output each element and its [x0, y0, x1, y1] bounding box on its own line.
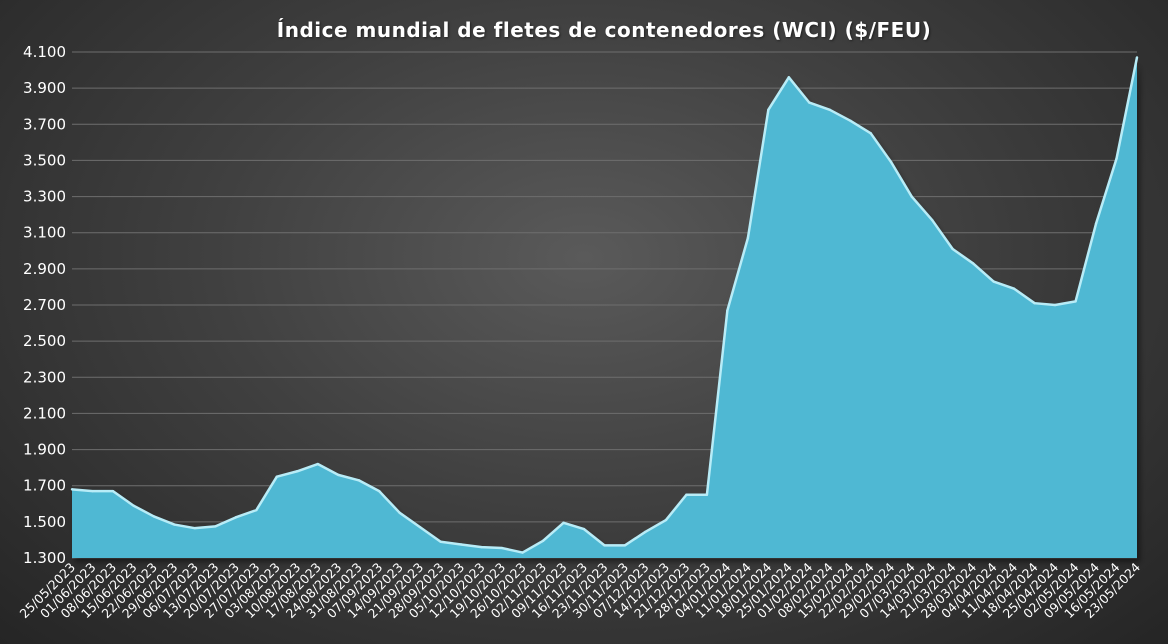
- data-point: [910, 195, 913, 198]
- data-point: [111, 489, 115, 493]
- data-point: [787, 76, 791, 79]
- data-point: [91, 489, 94, 493]
- y-tick-label: 1.700: [23, 477, 66, 495]
- data-point: [275, 475, 279, 478]
- chart-title: Índice mundial de fletes de contenedores…: [276, 18, 932, 42]
- y-axis-tick-labels: 1.300 1.500 1.700 1.900 2.100 2.300 2.500 2.700…: [23, 43, 66, 567]
- y-tick-label: 1.300: [23, 549, 66, 567]
- data-point: [418, 526, 422, 529]
- y-tick-label: 2.500: [23, 332, 66, 350]
- data-point: [664, 518, 668, 522]
- y-tick-label: 3.900: [23, 79, 66, 97]
- grid-lines: [72, 51, 1137, 559]
- data-point: [1135, 56, 1139, 59]
- data-point: [808, 101, 811, 104]
- y-tick-label: 2.900: [23, 260, 66, 278]
- data-point: [214, 525, 217, 528]
- data-point: [828, 108, 831, 112]
- data-point: [644, 530, 647, 533]
- data-point: [70, 488, 74, 491]
- y-tick-label: 2.100: [23, 404, 66, 422]
- data-point: [767, 108, 770, 112]
- data-point: [951, 247, 954, 251]
- y-tick-label: 3.300: [23, 188, 66, 206]
- data-point: [521, 551, 524, 554]
- data-point: [173, 523, 176, 526]
- y-tick-label: 3.700: [23, 115, 66, 133]
- y-tick-label: 4.100: [23, 43, 66, 61]
- data-point: [746, 236, 750, 240]
- data-point: [603, 544, 606, 547]
- data-point: [992, 280, 995, 283]
- y-tick-label: 1.900: [23, 441, 66, 459]
- data-point: [1033, 301, 1036, 305]
- y-tick-label: 1.500: [23, 513, 66, 531]
- data-point: [1115, 157, 1118, 160]
- data-point: [890, 161, 893, 164]
- area-series: [70, 56, 1139, 559]
- data-point: [971, 262, 975, 265]
- data-point: [132, 504, 135, 507]
- data-point: [726, 309, 729, 312]
- data-point: [152, 515, 156, 518]
- data-point: [255, 508, 258, 512]
- data-point: [705, 493, 709, 496]
- data-point: [234, 516, 238, 519]
- y-tick-label: 2.700: [23, 296, 66, 314]
- data-point: [623, 544, 627, 547]
- data-point: [459, 543, 463, 546]
- data-point: [562, 521, 565, 524]
- data-point: [1053, 303, 1057, 307]
- data-point: [398, 511, 401, 515]
- data-point: [582, 527, 586, 531]
- y-tick-label: 2.300: [23, 368, 66, 386]
- data-point: [337, 473, 340, 477]
- data-point: [357, 479, 360, 482]
- data-point: [378, 489, 381, 493]
- data-point: [296, 470, 299, 473]
- data-point: [500, 546, 504, 550]
- data-point: [1012, 287, 1016, 290]
- x-axis-tick-labels: 25/05/202301/06/202308/06/202315/06/2023…: [17, 559, 1144, 621]
- data-point: [1074, 300, 1077, 303]
- data-point: [541, 539, 545, 543]
- data-point: [193, 526, 197, 530]
- data-point: [849, 119, 852, 122]
- area-fill: [72, 57, 1137, 559]
- data-point: [869, 132, 872, 135]
- data-point: [685, 493, 688, 496]
- data-point: [930, 218, 934, 222]
- y-tick-label: 3.500: [23, 151, 66, 169]
- y-tick-label: 3.100: [23, 224, 66, 242]
- data-point: [480, 545, 483, 549]
- data-point: [439, 540, 442, 543]
- data-point: [1094, 222, 1098, 225]
- data-point: [316, 462, 319, 466]
